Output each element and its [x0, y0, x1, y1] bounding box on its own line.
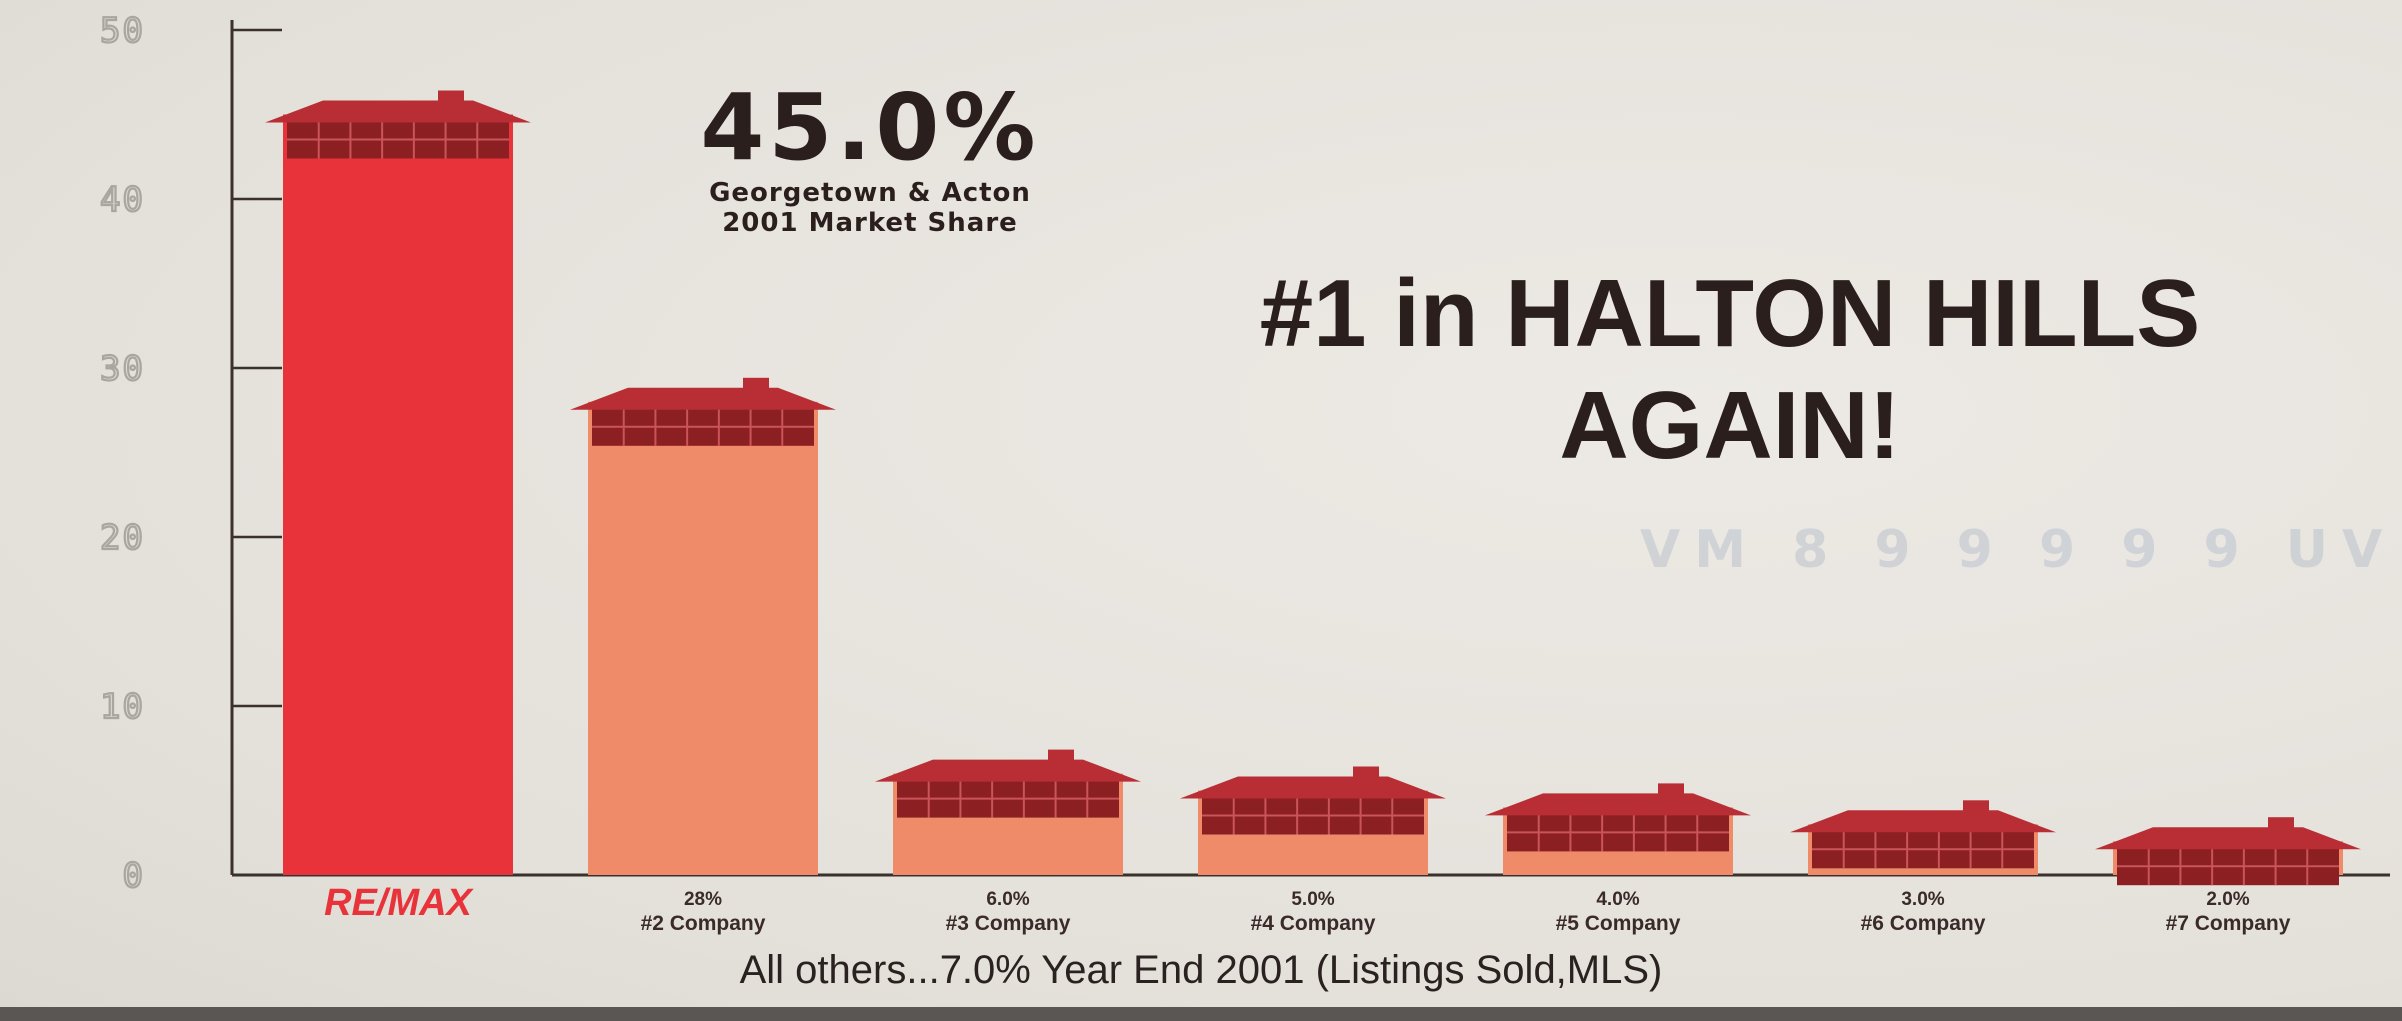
bar-roof [1180, 776, 1446, 799]
page-edge [0, 1007, 2402, 1021]
bar-value-label: 6.0% [986, 889, 1029, 910]
bar-7 [2095, 817, 2361, 886]
footnote: All others...7.0% Year End 2001 (Listing… [739, 948, 1663, 992]
bar-6 [1790, 800, 2056, 875]
bar-chimney [1963, 800, 1989, 815]
bleed-through-text: VM 8 9 9 9 9 9 UV [1640, 520, 2397, 580]
bar-category-label: #2 Company [641, 912, 766, 935]
bar-value-label: 5.0% [1291, 889, 1334, 910]
bar-roof [1790, 810, 2056, 833]
bar-chimney [2268, 817, 2294, 832]
y-tick-label: 40 [100, 180, 145, 220]
bar-5 [1485, 783, 1751, 875]
callout-subtitle: Georgetown & Acton 2001 Market Share [560, 178, 1180, 238]
bar-roof [570, 387, 836, 410]
bar-layer [265, 90, 2361, 886]
bar-category-label: #5 Company [1556, 912, 1681, 935]
bar-body [283, 114, 513, 875]
headline: #1 in HALTON HILLS AGAIN! [1080, 258, 2380, 482]
bar-2 [570, 377, 836, 875]
callout-line1: Georgetown & Acton [709, 178, 1031, 208]
bar-chimney [743, 377, 769, 392]
bar-category-label: #6 Company [1861, 912, 1986, 935]
label-layer: RE/MAX 28%#2 Company 6.0%#3 Company 5.0%#4 … [324, 882, 2291, 935]
y-tick-label: 50 [100, 11, 145, 51]
bar-roof [1485, 793, 1751, 816]
bar-value-label: 2.0% [2206, 889, 2249, 910]
market-share-callout: 45.0% Georgetown & Acton 2001 Market Sha… [560, 74, 1180, 239]
bar-category-label: #3 Company [946, 912, 1071, 935]
bar-chimney [1048, 749, 1074, 764]
bar-chimney [438, 90, 464, 105]
bar-category-label: #7 Company [2166, 912, 2291, 935]
headline-line1: #1 in HALTON HILLS [1259, 260, 2201, 367]
bar-value-label: 4.0% [1596, 889, 1639, 910]
bar-chimney [1353, 766, 1379, 781]
y-tick-label: 0 [123, 856, 145, 896]
bar-roof [2095, 827, 2361, 850]
y-tick-label: 10 [100, 687, 145, 727]
y-tick-label: 30 [100, 349, 145, 389]
bar-body [588, 401, 818, 875]
bar-1 [265, 90, 531, 875]
remax-brand-label: RE/MAX [324, 882, 474, 924]
bar-3 [875, 749, 1141, 875]
bar-roof [875, 759, 1141, 782]
bar-category-label: #4 Company [1251, 912, 1376, 935]
headline-line2: AGAIN! [1559, 372, 1901, 479]
bar-value-label: 3.0% [1901, 889, 1944, 910]
bar-roof [265, 100, 531, 123]
bar-chimney [1658, 783, 1684, 798]
callout-line2: 2001 Market Share [722, 208, 1018, 238]
bar-value-label: 28% [684, 889, 722, 910]
bar-4 [1180, 766, 1446, 875]
y-tick-label: 20 [100, 518, 145, 558]
callout-value: 45.0% [700, 74, 1040, 181]
